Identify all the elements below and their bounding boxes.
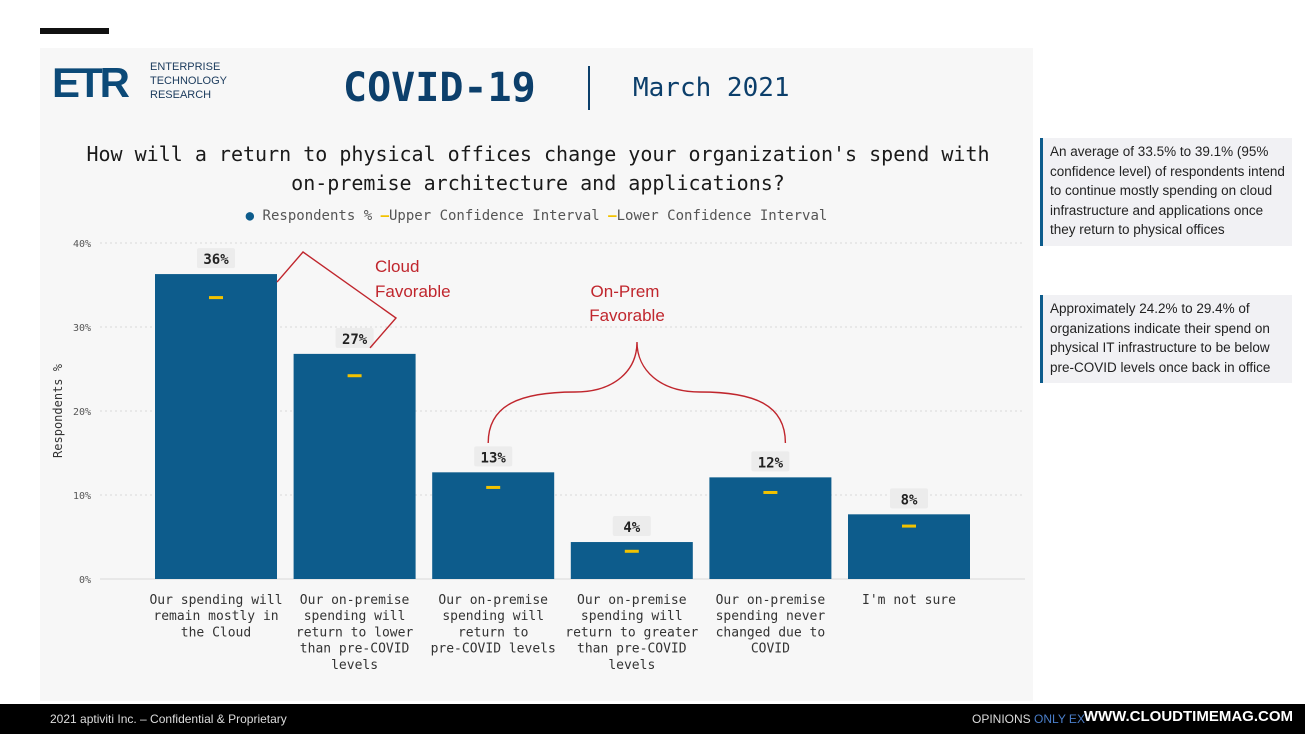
x-tick-label: Our on-premise [300,593,410,608]
dot-icon: ● [245,208,255,224]
x-tick-label: return to lower [296,625,414,640]
data-label-bg [474,446,513,467]
y-tick-label: 30% [73,323,91,334]
data-label: 27% [342,332,368,348]
lower-ci-marker [902,524,916,528]
data-label: 8% [901,492,918,508]
dash-icon: — [608,208,617,224]
lower-ci-marker [486,485,501,489]
page-date: March 2021 [633,73,790,103]
bar [848,514,970,579]
x-tick-label: Our on-premise [438,593,548,608]
question-line-1: How will a return to physical offices ch… [86,142,990,166]
annotation-onprem-line2: Favorable [589,306,665,325]
footer-tagline: OPINIONS ONLY EX [972,712,1085,726]
y-tick-label: 40% [73,239,91,250]
data-label-bg [335,327,374,348]
legend-item-respondents: ● Respondents % [245,208,373,224]
data-label-bg [890,488,928,509]
x-tick-label: return to [458,625,528,640]
lower-ci-marker [347,374,362,378]
note-cloud: An average of 33.5% to 39.1% (95% confid… [1040,138,1292,246]
bar [709,477,832,579]
etr-logo: ETR ENTERPRISE TECHNOLOGY RESEARCH [52,60,242,106]
x-tick-label: Our spending will [149,593,282,608]
lower-ci-marker [624,549,639,553]
x-tick-label: spending will [304,609,406,624]
y-tick-label: 0% [79,575,91,586]
onprem-brace [487,341,787,444]
bar [432,472,555,579]
bar [155,274,277,579]
cloud-bracket [276,251,398,349]
x-tick-label: pre-COVID levels [431,642,556,657]
legend-item-upper: —Upper Confidence Interval [380,208,600,224]
x-tick-label: COVID [751,642,790,657]
question-line-2: on-premise architecture and applications… [291,171,785,195]
footer-bar: 2021 aptiviti Inc. – Confidential & Prop… [0,704,1305,734]
y-tick-label: 20% [73,407,91,418]
data-label: 4% [623,520,640,536]
x-tick-label: spending will [581,609,683,624]
annotation-cloud-line1: Cloud [375,257,419,276]
x-tick-label: remain mostly in [153,609,278,624]
data-label-bg [197,248,235,269]
survey-question: How will a return to physical offices ch… [44,140,1032,198]
chart-legend: ● Respondents % —Upper Confidence Interv… [40,208,1033,224]
x-tick-label: levels [331,658,378,673]
data-label: 36% [203,252,229,268]
bar [570,542,693,579]
x-tick-label: return to greater [565,625,698,640]
x-tick-label: Our on-premise [716,593,826,608]
x-tick-label: changed due to [716,625,826,640]
footer-url: WWW.CLOUDTIMEMAG.COM [1083,708,1293,725]
y-tick-label: 10% [73,491,91,502]
logo-text: ENTERPRISE TECHNOLOGY RESEARCH [150,60,227,102]
x-tick-label: Our on-premise [577,593,687,608]
data-label-bg [751,451,790,472]
x-tick-label: than pre-COVID [577,642,687,657]
title-separator [588,66,590,110]
x-tick-label: levels [608,658,655,673]
y-axis-label: Respondents % [51,363,65,458]
note-onprem: Approximately 24.2% to 29.4% of organiza… [1040,295,1292,383]
page-title: COVID-19 [343,65,536,111]
bar [293,353,416,579]
data-label: 12% [758,455,784,471]
dash-icon: — [380,208,389,224]
lower-ci-marker [209,296,223,300]
legend-item-lower: —Lower Confidence Interval [608,208,828,224]
logo-mark: ETR [52,59,130,106]
logo-line: TECHNOLOGY [150,75,228,87]
x-tick-label: spending never [716,609,826,624]
top-accent-bar [40,28,109,34]
data-label: 13% [481,450,507,466]
annotation-cloud-line2: Favorable [375,282,451,301]
x-tick-label: I'm not sure [862,593,956,608]
data-label-bg [612,516,651,537]
x-tick-label: than pre-COVID [300,642,410,657]
x-tick-label: the Cloud [181,625,251,640]
x-tick-label: spending will [442,609,544,624]
annotation-onprem-line1: On-Prem [591,282,660,301]
logo-line: ENTERPRISE [150,61,221,73]
logo-line: RESEARCH [150,89,212,101]
copyright-text: 2021 aptiviti Inc. – Confidential & Prop… [50,712,287,726]
lower-ci-marker [763,490,778,494]
